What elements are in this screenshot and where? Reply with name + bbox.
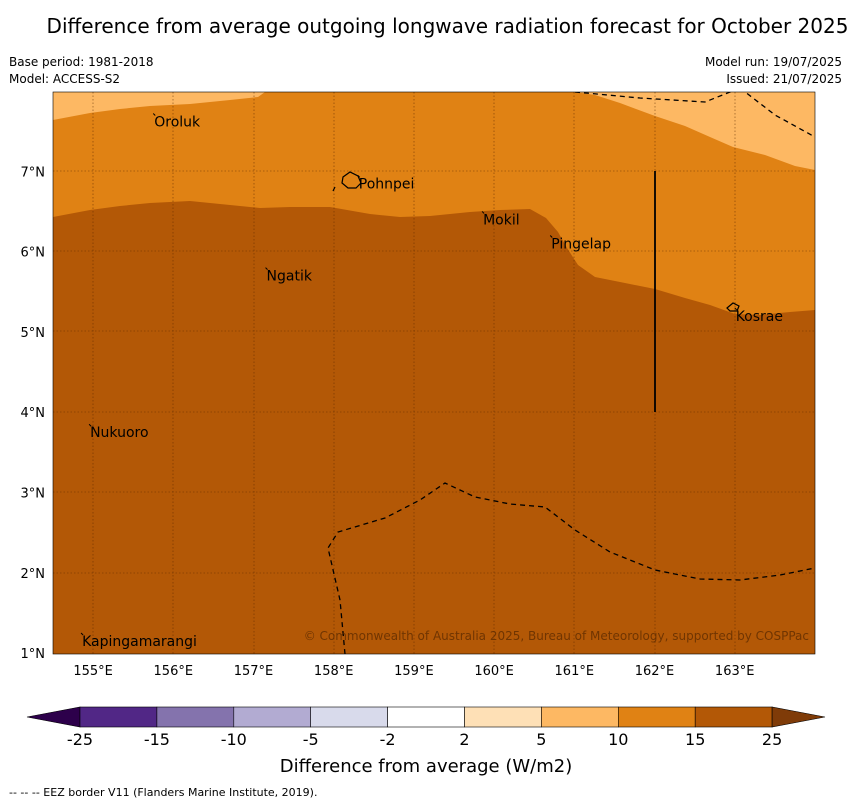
place-label: Kosrae [736,309,783,325]
place-label: Kapingamarangi [82,634,197,650]
lon-tick-label: 155°E [73,664,113,679]
lon-tick-label: 156°E [154,664,194,679]
place-marker [734,307,738,311]
place-labels: Oroluk Pohnpei Mokil Pingelap Ngatik Kosrae Nu… [80,113,783,650]
colorbar-tick-label: 2 [459,730,469,749]
kosrae-island [726,302,740,312]
lat-axis: 7°N 6°N 5°N 4°N 3°N 2°N 1°N [21,165,46,662]
issued-date: Issued: 21/07/2025 [726,72,842,86]
place-label: Pohnpei [359,176,415,192]
place-label: Mokil [483,212,520,228]
model-name: Model: ACCESS-S2 [9,72,121,86]
colorbar-tick-label: -5 [303,730,319,749]
lon-tick-label: 162°E [635,664,675,679]
place-marker [549,235,553,238]
band-5-10 [53,92,265,120]
lat-tick-label: 6°N [21,246,46,261]
lon-tick-label: 157°E [234,664,274,679]
place-label: Oroluk [154,114,201,130]
colorbar-segment [464,706,542,728]
colorbar-segment [387,706,465,728]
eez-footnote: -- -- -- EEZ border V11 (Flanders Marine… [9,786,318,799]
place-marker [80,632,84,636]
lon-axis: 155°E 156°E 157°E 158°E 159°E 160°E 161°E 162°E… [73,664,754,679]
lat-tick-label: 3°N [21,487,46,502]
map-frame [52,91,816,655]
lat-tick-label: 5°N [21,326,46,341]
lat-tick-label: 4°N [21,406,46,421]
colorbar: -25 -15 -10 -5 -2 2 5 10 15 25 [26,706,826,749]
map-area: Oroluk Pohnpei Mokil Pingelap Ngatik Kosrae Nu… [53,92,815,654]
colorbar-tick-label: 10 [608,730,628,749]
lat-tick-label: 1°N [21,647,46,662]
colorbar-segment [79,706,158,728]
colorbar-segment [310,706,388,728]
lon-tick-label: 161°E [555,664,595,679]
model-run: Model run: 19/07/2025 [704,55,842,69]
colorbar-tick-label: 25 [762,730,782,749]
band-10-15 [53,92,815,315]
lon-tick-label: 158°E [314,664,354,679]
colorbar-segment [617,706,696,728]
place-label: Nukuoro [90,425,148,441]
lat-tick-label: 7°N [21,165,46,180]
colorbar-segment [694,706,773,728]
place-label: Ngatik [267,269,313,285]
island-shapes [332,171,740,312]
base-period: Base period: 1981-2018 [9,55,154,69]
colorbar-tick-label: 15 [685,730,705,749]
colorbar-extend-high [771,706,826,728]
map-info-right: Model run: 19/07/2025 Issued: 21/07/2025 [705,54,842,88]
eez-border [327,92,815,654]
map-info-left: Base period: 1981-2018 Model: ACCESS-S2 [9,54,154,88]
place-marker [152,113,156,116]
colorbar-segment [156,706,235,728]
copyright-text: © Commonwealth of Australia 2025, Bureau… [304,629,809,643]
lon-tick-label: 163°E [715,664,755,679]
colorbar-segment [541,706,619,728]
place-marker [357,174,361,178]
colorbar-tick-label: -25 [67,730,93,749]
place-marker [88,423,92,427]
colorbar-label: Difference from average (W/m2) [280,756,572,777]
colorbar-segment [233,706,312,728]
place-marker [265,267,268,271]
colorbar-tick-label: -15 [144,730,170,749]
colorbar-tick-label: 5 [536,730,546,749]
lat-tick-label: 2°N [21,567,46,582]
colorbar-tick-label: -10 [221,730,247,749]
colorbar-extend-low [26,706,81,728]
place-marker [481,211,485,214]
grid-lines [53,92,815,654]
lon-tick-label: 160°E [474,664,514,679]
lon-tick-label: 159°E [394,664,434,679]
map-title: Difference from average outgoing longwav… [46,14,849,38]
ant-atoll [332,186,336,192]
place-label: Pingelap [551,237,611,253]
pohnpei-island [341,171,362,189]
colorbar-tick-label: -2 [380,730,396,749]
band-5-10-ne [575,92,815,170]
